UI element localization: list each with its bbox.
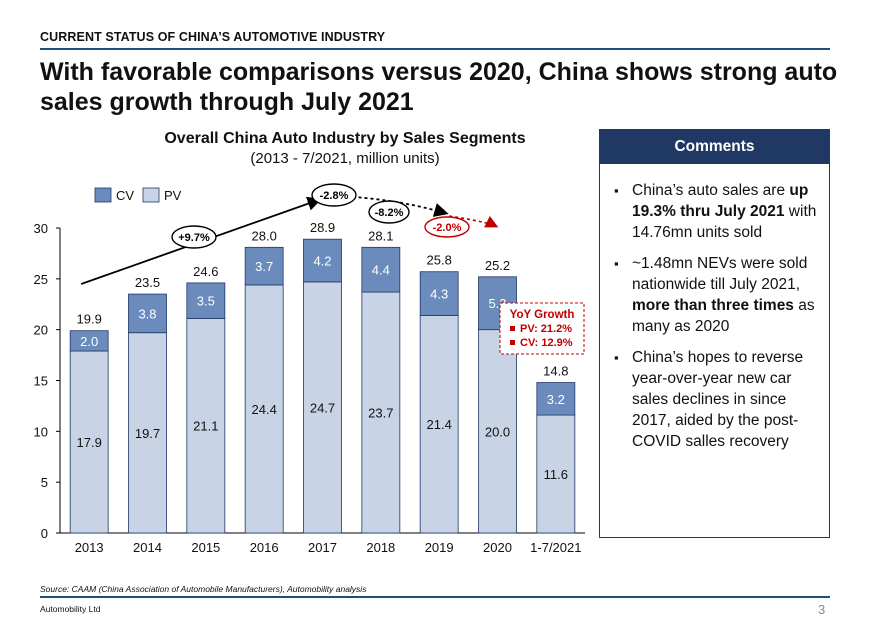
pv-value-label: 23.7 bbox=[368, 406, 393, 421]
total-value-label: 28.0 bbox=[252, 228, 277, 243]
pv-value-label: 21.4 bbox=[427, 417, 452, 432]
pv-bar bbox=[69, 350, 109, 534]
growth-label: +9.7% bbox=[178, 232, 210, 244]
cv-bar bbox=[128, 293, 167, 334]
growth-label: -2.8% bbox=[320, 190, 349, 202]
top-rule bbox=[40, 48, 830, 50]
chart-subtitle: (2013 - 7/2021, million units) bbox=[250, 150, 440, 167]
pv-bar bbox=[128, 332, 167, 534]
pv-bar bbox=[186, 318, 226, 534]
pv-bar bbox=[303, 281, 342, 534]
x-tick-label: 2018 bbox=[366, 540, 395, 555]
pv-value-label: 20.0 bbox=[485, 424, 510, 439]
comment-item: China’s hopes to reverse year-over-year … bbox=[614, 347, 821, 452]
yoy-growth-item: PV: 21.2% bbox=[520, 323, 572, 335]
pv-value-label: 24.4 bbox=[252, 402, 277, 417]
y-tick-label: 10 bbox=[34, 424, 48, 439]
cv-bar bbox=[361, 246, 401, 293]
total-value-label: 28.1 bbox=[368, 228, 393, 243]
total-value-label: 24.6 bbox=[193, 264, 218, 279]
x-tick-label: 1-7/2021 bbox=[530, 540, 581, 555]
legend-label-cv: CV bbox=[116, 188, 134, 203]
x-tick-label: 2014 bbox=[133, 540, 162, 555]
x-tick-label: 2017 bbox=[308, 540, 337, 555]
growth-label: -2.0% bbox=[433, 222, 462, 234]
legend-swatch-pv bbox=[142, 187, 160, 203]
comments-list: China’s auto sales are up 19.3% thru Jul… bbox=[600, 164, 829, 452]
legend-swatch-cv bbox=[94, 187, 112, 203]
cv-bar bbox=[186, 282, 226, 319]
pv-value-label: 19.7 bbox=[135, 426, 160, 441]
comment-item: China’s auto sales are up 19.3% thru Jul… bbox=[614, 180, 821, 243]
x-tick-label: 2019 bbox=[425, 540, 454, 555]
total-value-label: 25.2 bbox=[485, 258, 510, 273]
y-tick-label: 0 bbox=[41, 526, 48, 541]
y-tick-label: 20 bbox=[34, 323, 48, 338]
growth-label: -8.2% bbox=[375, 207, 404, 219]
pv-value-label: 11.6 bbox=[544, 467, 568, 482]
y-tick-label: 5 bbox=[41, 475, 48, 490]
x-tick-label: 2015 bbox=[191, 540, 220, 555]
x-tick-label: 2020 bbox=[483, 540, 512, 555]
pv-value-label: 21.1 bbox=[193, 419, 218, 434]
yoy-bullet bbox=[510, 340, 515, 345]
growth-bubble bbox=[171, 225, 217, 249]
comments-header: Comments bbox=[600, 130, 829, 164]
cv-bar bbox=[419, 271, 459, 316]
growth-bubble bbox=[368, 200, 410, 224]
cv-bar bbox=[303, 238, 342, 283]
total-value-label: 25.8 bbox=[427, 253, 452, 268]
company-name: Automobility Ltd bbox=[40, 604, 101, 614]
yoy-growth-item: CV: 12.9% bbox=[520, 337, 573, 349]
cv-value-label: 4.2 bbox=[313, 254, 331, 269]
x-tick-label: 2016 bbox=[250, 540, 279, 555]
section-label: CURRENT STATUS OF CHINA’S AUTOMOTIVE IND… bbox=[40, 30, 386, 44]
cv-value-label: 2.0 bbox=[80, 334, 98, 349]
legend-label-pv: PV bbox=[164, 188, 182, 203]
growth-bubble bbox=[424, 216, 470, 238]
comments-panel: Comments China’s auto sales are up 19.3%… bbox=[599, 129, 830, 538]
red-trend-arrow bbox=[449, 215, 499, 228]
bottom-rule bbox=[40, 596, 830, 598]
pv-value-label: 17.9 bbox=[77, 435, 102, 450]
growth-bubble bbox=[311, 183, 357, 207]
cv-value-label: 4.4 bbox=[372, 263, 390, 278]
pv-bar bbox=[244, 284, 284, 534]
cv-bar bbox=[244, 246, 284, 286]
cv-value-label: 3.8 bbox=[138, 306, 156, 321]
cv-value-label: 3.2 bbox=[547, 392, 565, 407]
y-tick-label: 30 bbox=[34, 221, 48, 236]
comment-item: ~1.48mn NEVs were sold nationwide till J… bbox=[614, 253, 821, 337]
x-tick-label: 2013 bbox=[75, 540, 104, 555]
cv-value-label: 3.7 bbox=[255, 259, 273, 274]
cv-bar bbox=[69, 330, 109, 352]
total-value-label: 23.5 bbox=[135, 275, 160, 290]
cv-bar bbox=[536, 382, 576, 416]
cv-value-label: 4.3 bbox=[430, 287, 448, 302]
pv-bar bbox=[419, 315, 459, 534]
pv-value-label: 24.7 bbox=[310, 400, 335, 415]
total-value-label: 14.8 bbox=[543, 364, 568, 379]
y-tick-label: 15 bbox=[34, 374, 48, 389]
chart-title: Overall China Auto Industry by Sales Seg… bbox=[164, 130, 526, 147]
total-value-label: 19.9 bbox=[77, 312, 102, 327]
y-tick-label: 25 bbox=[34, 272, 48, 287]
pv-bar bbox=[361, 291, 401, 534]
total-value-label: 28.9 bbox=[310, 220, 335, 235]
page-headline: With favorable comparisons versus 2020, … bbox=[40, 58, 838, 116]
stacked-bar-chart: 0 5 10 15 20 25 30 17.9 2.0 19.9 2013 19.7 3.8 23.5 20… bbox=[34, 183, 585, 555]
page-number: 3 bbox=[818, 602, 826, 617]
source-note: Source: CAAM (China Association of Autom… bbox=[40, 584, 367, 594]
pv-bar bbox=[536, 414, 576, 534]
yoy-growth-title: YoY Growth bbox=[510, 309, 575, 321]
yoy-bullet bbox=[510, 326, 515, 331]
cv-value-label: 3.5 bbox=[197, 294, 215, 309]
